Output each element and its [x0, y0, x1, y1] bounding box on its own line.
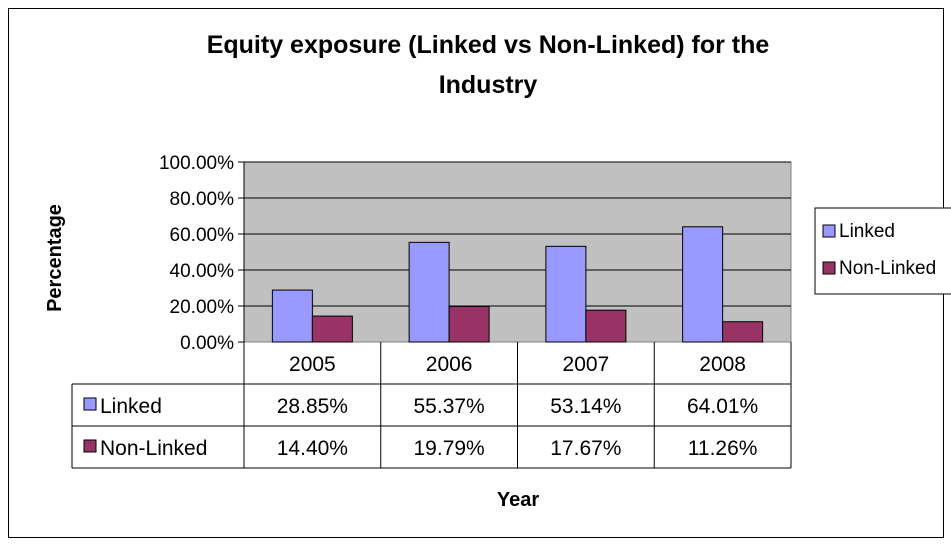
category-label: 2007 [563, 353, 610, 376]
table-value: 28.85% [277, 395, 348, 418]
bar-linked [682, 226, 724, 343]
legend-swatch [822, 224, 836, 238]
table-value: 17.67% [550, 437, 621, 460]
bar-non-linked [722, 321, 764, 343]
y-tick-label: 0.00% [180, 333, 234, 354]
table-value: 11.26% [688, 437, 758, 460]
plot-area: 0.00% 20.00% 40.00% 60.00% 80.00% 100.00% [159, 153, 792, 354]
y-axis-title: Percentage [44, 204, 66, 312]
legend-label: Non-Linked [839, 258, 936, 279]
y-tick-label: 20.00% [170, 297, 235, 318]
data-table: 2005 2006 2007 2008 Linked 28.85% 55.37% 53.14%… [71, 342, 792, 469]
table-series-name: Non-Linked [100, 437, 207, 460]
legend-label: Linked [839, 221, 895, 242]
bar-non-linked [311, 315, 353, 343]
y-tick-label: 60.00% [170, 225, 235, 246]
y-tick-label: 80.00% [170, 189, 235, 210]
legend-swatch [822, 261, 836, 275]
category-label: 2005 [289, 353, 336, 376]
bar-non-linked [448, 305, 490, 343]
legend: Linked Non-Linked [814, 207, 951, 295]
table-value: 19.79% [414, 437, 485, 460]
chart-title-line1: Equity exposure (Linked vs Non-Linked) f… [207, 31, 770, 59]
category-label: 2008 [699, 353, 746, 376]
table-series-key [83, 397, 97, 411]
table-value: 55.37% [414, 395, 485, 418]
x-axis-title: Year [497, 489, 539, 511]
table-value: 14.40% [277, 437, 348, 460]
table-value: 64.01% [687, 395, 758, 418]
legend-box [814, 207, 951, 295]
chart-title-line2: Industry [439, 71, 538, 99]
bar-linked [408, 241, 450, 343]
category-label: 2006 [426, 353, 473, 376]
bar-linked [271, 289, 313, 343]
table-value: 53.14% [550, 395, 621, 418]
bar-linked [545, 245, 587, 343]
bar-non-linked [585, 309, 627, 343]
y-tick-label: 40.00% [170, 261, 235, 282]
y-tick-label: 100.00% [159, 153, 234, 174]
table-series-key [83, 439, 97, 453]
table-series-name: Linked [100, 395, 162, 418]
